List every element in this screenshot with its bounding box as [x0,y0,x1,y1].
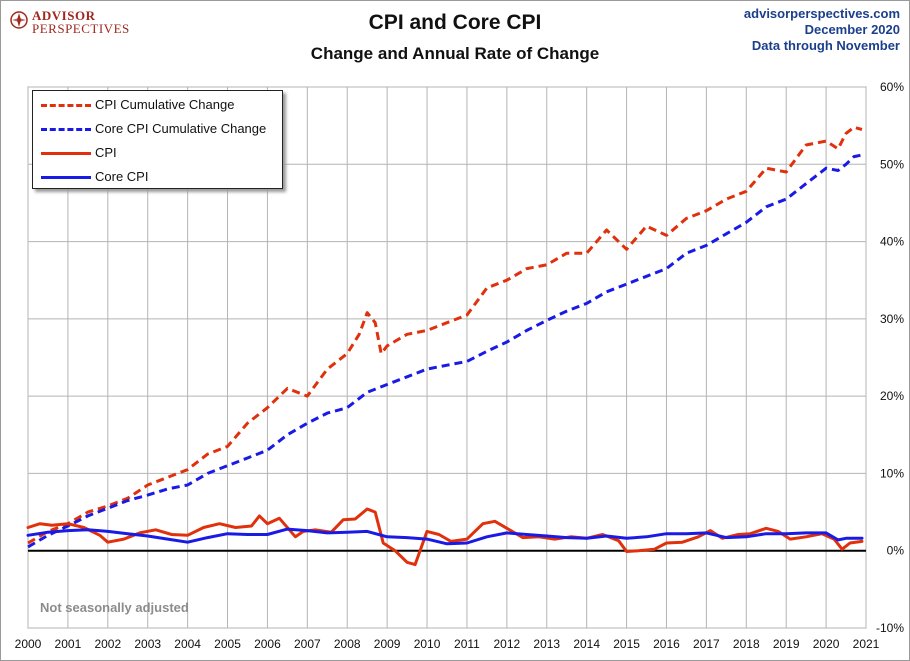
legend-label: Core CPI Cumulative Change [95,121,266,136]
legend-label: CPI [95,145,117,160]
y-tick-label: 40% [880,235,904,249]
y-tick-label: 60% [880,80,904,94]
x-tick-label: 2017 [693,637,720,651]
x-tick-label: 2013 [533,637,560,651]
x-tick-label: 2005 [214,637,241,651]
x-tick-label: 2007 [294,637,321,651]
y-tick-label: 30% [880,312,904,326]
chart-legend: CPI Cumulative Change Core CPI Cumulative… [32,90,283,189]
legend-swatch [41,176,91,179]
x-tick-label: 2020 [813,637,840,651]
x-tick-label: 2006 [254,637,281,651]
footnote-seasonal: Not seasonally adjusted [40,600,189,615]
x-tick-label: 2009 [374,637,401,651]
x-tick-label: 2021 [853,637,880,651]
y-tick-label: 10% [880,466,904,480]
legend-item-cpi-cumulative-change: CPI Cumulative Change [33,93,282,117]
x-tick-label: 2019 [773,637,800,651]
legend-item-core-cpi: Core CPI [33,165,282,189]
x-tick-label: 2004 [174,637,201,651]
legend-swatch [41,104,91,107]
x-tick-label: 2015 [613,637,640,651]
x-tick-label: 2016 [653,637,680,651]
x-tick-label: 2002 [94,637,121,651]
legend-label: Core CPI [95,169,148,184]
legend-swatch [41,128,91,131]
legend-label: CPI Cumulative Change [95,97,234,112]
x-tick-label: 2000 [15,637,42,651]
x-tick-label: 2003 [134,637,161,651]
x-tick-label: 2011 [454,637,480,651]
legend-item-cpi: CPI [33,141,282,165]
y-tick-label: 50% [880,157,904,171]
x-tick-label: 2018 [733,637,760,651]
y-tick-label: 0% [887,544,905,558]
x-tick-label: 2008 [334,637,361,651]
x-tick-label: 2012 [494,637,521,651]
y-tick-label: -10% [876,621,904,635]
x-tick-label: 2010 [414,637,441,651]
y-tick-label: 20% [880,389,904,403]
legend-item-core-cpi-cumulative-change: Core CPI Cumulative Change [33,117,282,141]
x-tick-label: 2001 [55,637,82,651]
legend-swatch [41,152,91,155]
x-tick-label: 2014 [573,637,600,651]
